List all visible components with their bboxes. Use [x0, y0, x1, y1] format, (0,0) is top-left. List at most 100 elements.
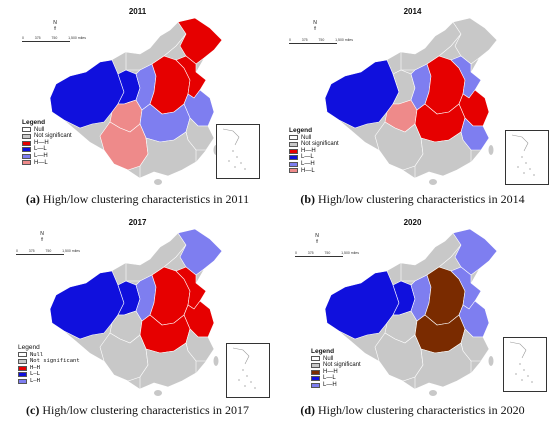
legend-swatch [311, 356, 320, 362]
legend-label: Not significant [30, 358, 80, 365]
legend-item: L—L [311, 375, 361, 382]
legend-item: Not significant [311, 362, 361, 369]
legend-item: H—H [22, 140, 72, 147]
north-arrow: N ⇑ [53, 20, 58, 32]
legend-item: H—H [18, 365, 80, 372]
legend-swatch [311, 376, 320, 382]
north-arrow: N ⇑ [315, 233, 320, 245]
legend-item: Not significant [22, 133, 72, 140]
island-hainan [154, 179, 162, 185]
legend-swatch [18, 372, 27, 378]
legend-title: Legend [311, 348, 335, 355]
legend-label: Null [30, 351, 44, 358]
legend-item: H—H [289, 148, 339, 155]
china-map [324, 228, 498, 396]
legend-swatch [311, 382, 320, 388]
legend-label: Not significant [323, 362, 361, 369]
legend-swatch [18, 352, 27, 358]
legend-item: H—L [289, 168, 339, 175]
figure-caption: (a) High/low clustering characteristics … [25, 192, 250, 206]
map-panel-2011: 2011 N ⇑ 0 375 750 1,500 miles Legend Null Not… [0, 0, 275, 210]
legend-label: H—H [301, 147, 316, 154]
legend-swatch [18, 365, 27, 371]
island-hainan [429, 390, 437, 396]
legend-label: L—H [323, 381, 337, 388]
legend-label: Not significant [34, 133, 72, 140]
legend-swatch [289, 148, 298, 154]
figure-caption: (b) High/low clustering characteristics … [300, 192, 525, 206]
legend: Legend Null Not significant H—H L—L L—H H—L [289, 127, 339, 175]
island-taiwan [488, 356, 494, 366]
legend-label: Not significant [301, 141, 339, 148]
legend-item: L—L [22, 146, 72, 153]
map-panel-2020: 2020 N ⇑ 0 375 750 1,500 miles Legend Null Not… [275, 211, 550, 421]
legend-label: L—L [301, 154, 314, 161]
legend-label: Null [301, 134, 312, 141]
legend-swatch [18, 358, 27, 364]
legend-title: Legend [22, 119, 46, 126]
legend-item: Null [289, 135, 339, 142]
figure-caption: (d) High/low clustering characteristics … [300, 403, 525, 417]
figure-caption: (c) High/low clustering characteristics … [26, 403, 249, 417]
legend-item: L—H [289, 161, 339, 168]
legend-item: L—H [22, 153, 72, 160]
island-taiwan [488, 145, 494, 155]
island-taiwan [213, 356, 219, 366]
north-arrow: N ⇑ [40, 231, 45, 243]
legend-swatch [22, 133, 31, 139]
legend-label: L—L [30, 371, 40, 378]
legend-item: Null [18, 352, 80, 359]
panel-year: 2011 [128, 7, 147, 16]
legend-label: Null [323, 355, 334, 362]
legend-item: Null [22, 127, 72, 134]
legend-item: L—L [289, 154, 339, 161]
legend-item: L—L [18, 371, 80, 378]
legend-label: H—L [34, 159, 48, 166]
legend-label: L—L [34, 146, 47, 153]
legend-label: H—L [301, 167, 315, 174]
legend-label: L—H [34, 152, 48, 159]
scale-bar: 0 375 750 1,500 miles [16, 249, 80, 255]
legend-swatch [22, 127, 31, 133]
legend-label: L—H [301, 160, 315, 167]
scale-bar: 0 375 750 1,500 miles [295, 251, 359, 257]
legend-item: H—L [22, 160, 72, 167]
scale-bar: 0 375 750 1,500 miles [22, 36, 86, 42]
south-china-sea-inset [226, 343, 270, 398]
legend-swatch [289, 135, 298, 141]
legend-label: H—H [323, 368, 338, 375]
panel-year: 2017 [128, 218, 147, 227]
legend: Legend Null Not significant H—H L—L L—H H—L [22, 119, 72, 167]
legend-swatch [289, 161, 298, 167]
legend-label: Null [34, 126, 45, 133]
legend-label: H—H [34, 139, 49, 146]
legend-item: Not significant [18, 358, 80, 365]
legend-swatch [22, 140, 31, 146]
legend-label: H—H [30, 364, 40, 371]
legend-swatch [289, 155, 298, 161]
legend-swatch [22, 160, 31, 166]
legend: Legend Null Not significant H—H L—L L—H [18, 344, 80, 385]
legend-swatch [18, 378, 27, 384]
north-arrow: N ⇑ [313, 20, 318, 32]
china-map [49, 228, 223, 396]
legend: Legend Null Not significant H—H L—L L—H [311, 348, 361, 389]
legend-title: Legend [18, 344, 40, 351]
legend-swatch [311, 362, 320, 368]
legend-swatch [289, 141, 298, 147]
south-china-sea-inset [503, 337, 547, 392]
south-china-sea-inset [216, 124, 260, 179]
south-china-sea-inset [505, 130, 549, 185]
map-panel-2014: 2014 N ⇑ 0 375 750 1,500 miles Legend Null Not… [275, 0, 550, 210]
legend-item: Not significant [289, 141, 339, 148]
island-hainan [429, 179, 437, 185]
legend-title: Legend [289, 127, 313, 134]
legend-swatch [311, 369, 320, 375]
legend-item: L—H [18, 378, 80, 385]
legend-label: L—L [323, 375, 336, 382]
legend-swatch [22, 153, 31, 159]
island-hainan [154, 390, 162, 396]
map-panel-2017: 2017 N ⇑ 0 375 750 1,500 miles Legend Null Not… [0, 211, 275, 421]
panel-year: 2020 [403, 218, 422, 227]
legend-item: L—H [311, 382, 361, 389]
